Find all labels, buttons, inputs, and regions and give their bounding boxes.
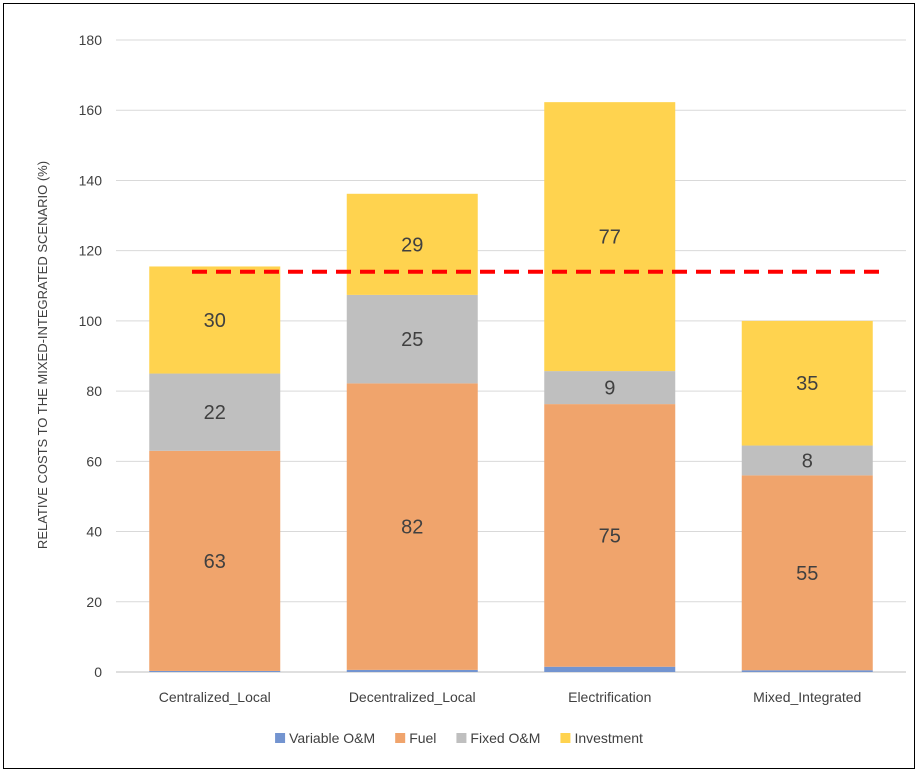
bar-electrification-fuel bbox=[544, 404, 676, 667]
legend-entry-investment: Investment bbox=[574, 730, 643, 746]
legend-entry-fixed-o-m: Fixed O&M bbox=[470, 730, 540, 746]
bar-electrification-fixed-o-m bbox=[544, 371, 676, 405]
y-tick-label: 40 bbox=[86, 524, 102, 540]
segment-labels: 63 22 30 82 25 29 75 9 77 55 8 35 bbox=[204, 227, 819, 585]
data-label-electrification-investment: 77 bbox=[599, 227, 621, 249]
y-tick-label: 160 bbox=[79, 102, 103, 118]
bar-centralized-local-fuel bbox=[149, 450, 281, 671]
bar-mixed-integrated-variable-o-m bbox=[741, 670, 873, 672]
bar-mixed-integrated-fixed-o-m bbox=[741, 445, 873, 476]
legend-entry-fuel: Fuel bbox=[409, 730, 436, 746]
bar-centralized-local-fixed-o-m bbox=[149, 373, 281, 451]
bar-decentralized-local-investment bbox=[346, 193, 478, 295]
bars bbox=[149, 102, 873, 672]
bar-mixed-integrated-fuel bbox=[741, 475, 873, 671]
x-tick-label: Electrification bbox=[568, 689, 651, 705]
y-tick-label: 0 bbox=[94, 664, 102, 680]
bar-mixed-integrated-investment bbox=[741, 320, 873, 446]
y-axis-ticks: 0 20 40 60 80 100 120 140 160 180 bbox=[79, 32, 103, 680]
legend: Variable O&M Fuel Fixed O&M Investment bbox=[275, 730, 643, 746]
x-tick-label: Mixed_Integrated bbox=[753, 689, 861, 705]
data-label-mixed-integrated-investment: 35 bbox=[796, 373, 818, 395]
legend-swatch-fuel bbox=[395, 733, 406, 743]
legend-swatch-fixed-o-m bbox=[456, 733, 467, 743]
y-axis-label: RELATIVE COSTS TO THE MIXED-INTEGRATED S… bbox=[35, 161, 50, 549]
bar-decentralized-local-fuel bbox=[346, 383, 478, 670]
data-label-electrification-fuel: 75 bbox=[599, 525, 621, 547]
legend-swatch-investment bbox=[560, 733, 571, 743]
bar-decentralized-local-fixed-o-m bbox=[346, 294, 478, 384]
bar-electrification-investment bbox=[544, 102, 676, 372]
x-axis-category-labels: Centralized_Local Decentralized_Local Elec… bbox=[159, 689, 862, 705]
y-tick-label: 100 bbox=[79, 313, 103, 329]
y-tick-label: 20 bbox=[86, 594, 102, 610]
x-tick-label: Centralized_Local bbox=[159, 689, 271, 705]
y-tick-label: 120 bbox=[79, 243, 103, 259]
legend-swatch-variable-o-m bbox=[275, 733, 286, 743]
data-label-electrification-fixed-o-m: 9 bbox=[604, 378, 615, 400]
data-label-centralized-local-investment: 30 bbox=[204, 310, 226, 332]
data-label-mixed-integrated-fuel: 55 bbox=[796, 563, 818, 585]
data-label-centralized-local-fixed-o-m: 22 bbox=[204, 402, 226, 424]
y-tick-label: 80 bbox=[86, 383, 102, 399]
bar-electrification-variable-o-m bbox=[544, 666, 676, 672]
y-tick-label: 60 bbox=[86, 453, 102, 469]
data-label-decentralized-local-investment: 29 bbox=[401, 234, 423, 256]
y-tick-label: 140 bbox=[79, 172, 103, 188]
data-label-decentralized-local-fuel: 82 bbox=[401, 517, 423, 539]
bar-decentralized-local-variable-o-m bbox=[346, 669, 478, 672]
data-label-centralized-local-fuel: 63 bbox=[204, 551, 226, 573]
legend-entry-variable-o-m: Variable O&M bbox=[289, 730, 375, 746]
data-label-mixed-integrated-fixed-o-m: 8 bbox=[802, 450, 813, 472]
bar-centralized-local-investment bbox=[149, 266, 281, 374]
bar-centralized-local-variable-o-m bbox=[149, 670, 281, 672]
y-tick-label: 180 bbox=[79, 32, 103, 48]
data-label-decentralized-local-fixed-o-m: 25 bbox=[401, 329, 423, 351]
x-tick-label: Decentralized_Local bbox=[349, 689, 476, 705]
